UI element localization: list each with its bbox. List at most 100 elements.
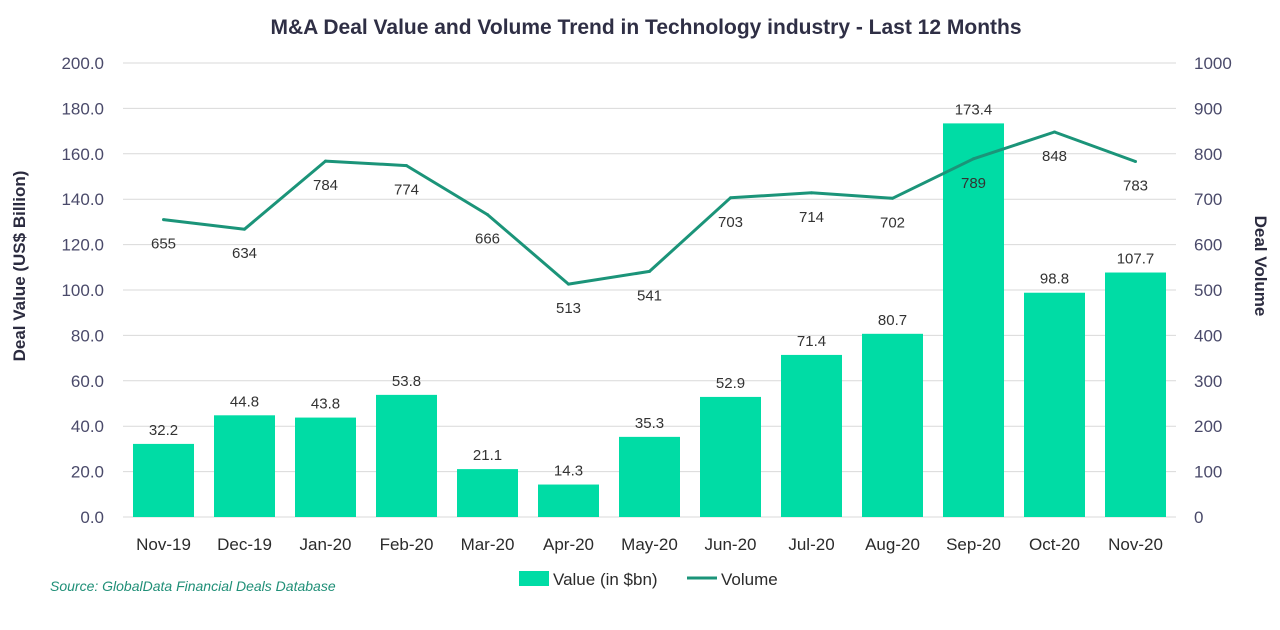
volume-value-label: 784	[313, 177, 338, 194]
bar	[862, 333, 923, 517]
bar	[295, 417, 356, 517]
x-tick-label: Oct-20	[1029, 535, 1080, 554]
volume-value-label: 541	[637, 287, 662, 304]
bar	[943, 123, 1004, 517]
x-tick-label: Jul-20	[788, 535, 834, 554]
bar	[538, 484, 599, 517]
y-tick-label: 180.0	[61, 99, 104, 118]
volume-point	[324, 159, 327, 163]
bar	[619, 436, 680, 517]
volume-value-label: 513	[556, 300, 581, 317]
y2-tick-label: 500	[1194, 281, 1222, 300]
y-axis-title: Deal Value (US$ Billion)	[10, 171, 29, 362]
chart-title: M&A Deal Value and Volume Trend in Techn…	[270, 16, 1021, 39]
x-tick-label: Feb-20	[380, 535, 434, 554]
volume-point	[486, 213, 489, 217]
volume-point	[1134, 160, 1137, 164]
y-tick-label: 20.0	[71, 463, 104, 482]
bar	[214, 415, 275, 517]
x-tick-label: Dec-19	[217, 535, 272, 554]
x-tick-label: Mar-20	[461, 535, 515, 554]
bar-value-label: 35.3	[635, 415, 664, 432]
bar-value-label: 173.4	[955, 101, 993, 118]
legend-label-volume: Volume	[721, 570, 778, 589]
volume-value-label: 655	[151, 236, 176, 253]
bar-value-label: 52.9	[716, 375, 745, 392]
y-tick-label: 100.0	[61, 281, 104, 300]
legend-label-value: Value (in $bn)	[553, 570, 658, 589]
axis-ticks: 0.0 20.0 40.0 60.0 80.0 100.0 120.0 140.0 160.0 1…	[61, 54, 1231, 554]
bar	[457, 469, 518, 517]
y2-tick-label: 200	[1194, 417, 1222, 436]
bar-value-label: 32.2	[149, 422, 178, 439]
x-tick-label: Apr-20	[543, 535, 594, 554]
legend-swatch-value	[519, 571, 549, 586]
bar	[1105, 272, 1166, 517]
bar	[1024, 292, 1085, 517]
y-tick-label: 40.0	[71, 417, 104, 436]
legend: Value (in $bn) Volume	[519, 570, 778, 589]
bar-value-label: 71.4	[797, 333, 826, 350]
volume-point	[729, 196, 732, 200]
bar-series	[133, 123, 1166, 517]
bar-value-label: 98.8	[1040, 271, 1069, 288]
y-tick-label: 0.0	[80, 508, 104, 527]
y2-tick-label: 1000	[1194, 54, 1232, 73]
y2-tick-label: 800	[1194, 145, 1222, 164]
x-tick-label: Sep-20	[946, 535, 1001, 554]
y-tick-label: 80.0	[71, 326, 104, 345]
volume-point	[648, 269, 651, 273]
bar-value-label: 44.8	[230, 393, 259, 410]
volume-value-label: 702	[880, 214, 905, 231]
bar-value-label: 14.3	[554, 463, 583, 480]
volume-value-label: 789	[961, 175, 986, 192]
volume-value-label: 703	[718, 214, 743, 231]
bar-value-label: 43.8	[311, 396, 340, 413]
y-tick-label: 200.0	[61, 54, 104, 73]
data-labels: 32.2 44.8 43.8 53.8 21.1 14.3 35.3 52.9 71.4 80.7…	[149, 101, 1154, 479]
bar	[133, 443, 194, 517]
bar	[700, 396, 761, 517]
volume-value-label: 666	[475, 231, 500, 248]
volume-point	[810, 191, 813, 195]
source-note: Source: GlobalData Financial Deals Datab…	[50, 578, 336, 594]
x-tick-label: Nov-19	[136, 535, 191, 554]
y-tick-label: 60.0	[71, 372, 104, 391]
y-tick-label: 140.0	[61, 190, 104, 209]
volume-value-label: 848	[1042, 148, 1067, 165]
volume-value-label: 783	[1123, 178, 1148, 195]
y2-tick-label: 400	[1194, 326, 1222, 345]
x-tick-label: May-20	[621, 535, 678, 554]
volume-point	[972, 157, 975, 161]
y2-tick-label: 600	[1194, 236, 1222, 255]
bar	[376, 394, 437, 517]
bar-value-label: 107.7	[1117, 251, 1155, 268]
bar	[781, 354, 842, 517]
x-tick-label: Aug-20	[865, 535, 920, 554]
x-tick-label: Jan-20	[300, 535, 352, 554]
line-series	[162, 130, 1137, 286]
volume-value-label: 774	[394, 182, 419, 199]
volume-point	[405, 164, 408, 168]
y2-tick-label: 700	[1194, 190, 1222, 209]
y-tick-label: 160.0	[61, 145, 104, 164]
y-tick-label: 120.0	[61, 236, 104, 255]
bar-value-label: 21.1	[473, 447, 502, 464]
y2-tick-label: 300	[1194, 372, 1222, 391]
volume-point	[243, 227, 246, 231]
y2-tick-label: 0	[1194, 508, 1203, 527]
bar-value-label: 80.7	[878, 312, 907, 329]
bar-value-label: 53.8	[392, 373, 421, 390]
volume-value-label: 714	[799, 209, 824, 226]
volume-point	[567, 282, 570, 286]
volume-point	[891, 196, 894, 200]
x-tick-label: Jun-20	[705, 535, 757, 554]
y2-tick-label: 100	[1194, 463, 1222, 482]
x-tick-label: Nov-20	[1108, 535, 1163, 554]
y2-tick-label: 900	[1194, 99, 1222, 118]
volume-point	[1053, 130, 1056, 134]
volume-value-label: 634	[232, 245, 257, 262]
y2-axis-title: Deal Volume	[1251, 216, 1270, 317]
